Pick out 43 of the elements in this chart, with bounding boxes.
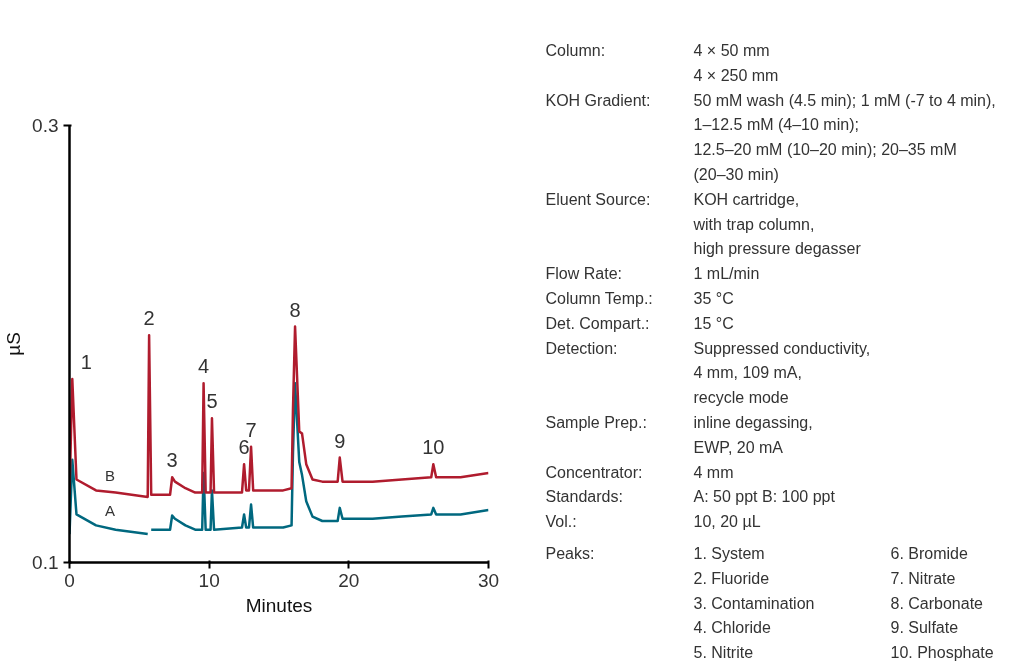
annotation: 3 [166, 449, 178, 472]
x-axis-title: Minutes [245, 594, 313, 616]
text: 4 mm [693, 463, 734, 481]
y-tick-label: 0.3 [32, 115, 59, 136]
annotation: 1 [80, 350, 92, 373]
x-tick-label: 0 [64, 569, 75, 591]
text: 4 × 50 mm 4 × 250 mm [693, 42, 779, 84]
text: 35 °C [693, 290, 734, 307]
text: KOH Gradient: [545, 91, 651, 109]
text: Peaks: [545, 545, 595, 562]
text: Flow Rate: [545, 265, 622, 283]
line-series [69, 325, 489, 499]
text: Concentrator: [545, 463, 643, 481]
text: Column Temp.: [545, 290, 653, 307]
text: Column: [545, 42, 606, 59]
series-label: B [105, 467, 116, 485]
text: KOH cartridge, with trap column, high pressure degasser [692, 190, 862, 258]
annotation: 2 [143, 307, 155, 330]
text: A: 50 ppt B: 100 ppt [693, 488, 836, 506]
annotation: 4 [198, 355, 210, 378]
text: 10, 20 µL [693, 513, 761, 531]
text: Eluent Source: [545, 190, 651, 208]
text: 1 mL/min [693, 265, 760, 283]
text: 6. Bromide 7. Nitrate 8. Carbonate 9. Sulfate 10. Phosphate [890, 545, 994, 662]
text: 1. System 2. Fluoride 3. Contamination 4. Chloride 5. Nitrite [693, 545, 815, 662]
x-tick-label: 10 [198, 569, 220, 591]
text: Detection: [545, 339, 618, 357]
annotation: 5 [206, 390, 218, 413]
text: Sample Prep.: [545, 414, 647, 431]
series-label: A [105, 502, 116, 520]
x-tick-label: 20 [338, 569, 360, 591]
y-axis-title: µS [3, 332, 25, 356]
text: Det. Compart.: [545, 314, 650, 332]
text: inline degassing, EWP, 20 mA [693, 414, 813, 456]
annotation: 8 [289, 298, 301, 321]
text: Standards: [545, 488, 623, 506]
x-tick-label: 30 [477, 569, 500, 591]
text: 15 °C [693, 314, 734, 332]
annotation: 10 [422, 436, 445, 459]
y-tick-label: 0.1 [32, 552, 59, 573]
annotation: 9 [334, 429, 346, 452]
text: 50 mM wash (4.5 min); 1 mM (-7 to 4 min), 1–12.5 mM (4–10 min); 12.5–20 mM (10–20 min); 20–35 mM (20–30 min) [693, 91, 996, 183]
text: Vol.: [545, 513, 577, 531]
